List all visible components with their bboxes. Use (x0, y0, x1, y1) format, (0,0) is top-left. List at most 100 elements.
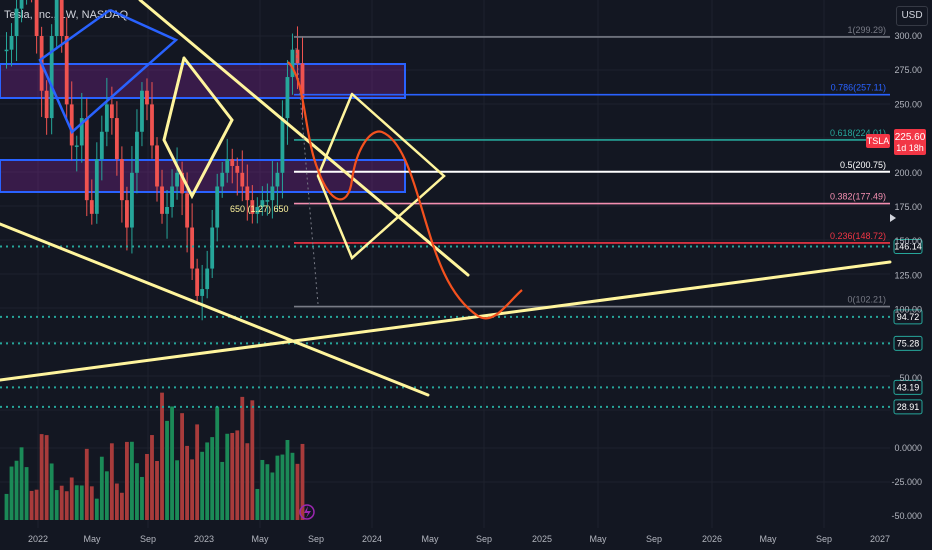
level-badge-3 (893, 379, 923, 395)
candle-body-17 (89, 200, 94, 214)
blue-triangle[interactable] (38, 8, 179, 135)
candle-body-51 (260, 200, 265, 207)
candle-body-32 (165, 207, 169, 214)
candle-body-59 (300, 63, 305, 98)
candle-body-38 (195, 268, 200, 296)
candle-body-25 (130, 172, 134, 228)
last-price-badge[interactable]: 225.60 1d 18h TSLA (866, 129, 926, 155)
price-tick-1: 275.00 (894, 65, 922, 75)
volume-bar-1 (9, 466, 14, 520)
currency-label[interactable]: USD (896, 6, 928, 26)
candle-body-52 (265, 200, 270, 202)
volume-bar-15 (79, 485, 84, 520)
volume-bar-23 (119, 492, 124, 520)
candle-body-35 (180, 172, 184, 194)
volume-bar-4 (24, 467, 29, 520)
volume-bar-8 (44, 435, 49, 520)
candle-body-18 (94, 159, 99, 214)
fib-label-3: 0.5(200.75) (840, 160, 886, 170)
volume-bar-16 (84, 448, 89, 520)
grid (0, 0, 890, 528)
candle-body-42 (215, 186, 220, 228)
candle-body-37 (190, 227, 195, 269)
level-badge-0 (893, 238, 923, 254)
candle-body-43 (220, 172, 225, 187)
fib-label-6: 0(102.21) (847, 295, 886, 305)
time-axis: 2022 May Sep 2023 May Sep 2024 May Sep 2025 May Sep… (28, 534, 890, 544)
volume-bar-41 (210, 437, 215, 520)
candle-body-41 (210, 227, 215, 269)
volume-bar-26 (135, 463, 139, 520)
time-label-12: 2026 (702, 534, 722, 544)
trendlines[interactable] (0, 0, 892, 397)
price-tick-6: 150.00 (894, 236, 922, 246)
candle-body-33 (170, 186, 174, 207)
volume-bar-54 (275, 455, 280, 520)
volume-bar-21 (109, 443, 114, 520)
volume-bar-11 (59, 485, 64, 520)
volume-bar-7 (39, 434, 44, 520)
time-label-8: Sep (476, 534, 492, 544)
candle-body-46 (235, 165, 240, 173)
level-label-1: 94.72 (897, 312, 920, 322)
level-badge-2 (893, 335, 923, 351)
lightning-icon[interactable] (299, 504, 315, 520)
candle-body-34 (175, 172, 179, 187)
volume-tick-0: 0.0000 (894, 443, 922, 453)
volume-tick-2: -50.000 (891, 511, 922, 521)
time-label-5: Sep (308, 534, 324, 544)
volume-bar-27 (140, 476, 144, 520)
candle-body-14 (74, 145, 79, 147)
price-tick-2: 250.00 (894, 99, 922, 109)
candle-body-54 (275, 172, 280, 187)
volume-bar-2 (14, 460, 19, 520)
time-label-3: 2023 (194, 534, 214, 544)
candle-body-1 (9, 36, 14, 50)
price-axis: 300.00275.00250.00225.00200.00175.00150.… (891, 31, 922, 521)
projection-curve[interactable] (287, 61, 523, 320)
volume-bar-13 (69, 477, 74, 520)
volume-bar-29 (150, 435, 154, 520)
volume-bar-31 (160, 392, 164, 520)
volume-bar-49 (250, 400, 255, 520)
volume-bar-53 (270, 472, 275, 520)
trendline-ascending (0, 260, 892, 382)
candle-body-57 (290, 49, 295, 78)
volume-bar-55 (280, 454, 285, 520)
volume-bar-50 (255, 488, 260, 520)
volume-bar-40 (205, 442, 210, 520)
volume-tick-1: -25.000 (891, 477, 922, 487)
volume-bar-48 (245, 443, 250, 520)
candle-body-45 (230, 159, 235, 166)
candle-body-29 (150, 104, 154, 146)
candle-body-28 (145, 90, 149, 105)
time-label-0: 2022 (28, 534, 48, 544)
volume-bar-6 (34, 489, 39, 520)
candle-body-8 (44, 90, 49, 119)
candle-body-56 (285, 77, 290, 119)
candle-body-53 (270, 186, 275, 201)
volume-bar-44 (225, 433, 230, 520)
time-label-9: 2025 (532, 534, 552, 544)
volume-bar-14 (74, 485, 79, 520)
price-tick-8: 100.00 (894, 305, 922, 315)
time-label-15: 2027 (870, 534, 890, 544)
candle-body-36 (185, 193, 190, 228)
scroll-arrow-icon[interactable] (890, 214, 896, 222)
volume-bar-59 (300, 443, 305, 520)
last-price-countdown: 1d 18h (896, 143, 924, 153)
fib-retracement[interactable]: 1(299.29) 0.786(257.11) 0.618(224.01) 0.5(2… (294, 25, 890, 308)
fib-label-0: 1(299.29) (847, 25, 886, 35)
candle-body-58 (295, 49, 300, 64)
volume-bar-0 (4, 493, 9, 520)
diamond-pattern-mid (316, 92, 446, 261)
candle-body-48 (245, 186, 250, 201)
volume-bar-51 (260, 459, 265, 520)
candle-body-49 (250, 200, 255, 214)
candle-body-19 (99, 131, 104, 160)
last-price-value: 225.60 (895, 132, 926, 143)
volume-bar-38 (195, 424, 200, 520)
time-label-4: May (251, 534, 269, 544)
volume-bar-33 (170, 406, 174, 520)
